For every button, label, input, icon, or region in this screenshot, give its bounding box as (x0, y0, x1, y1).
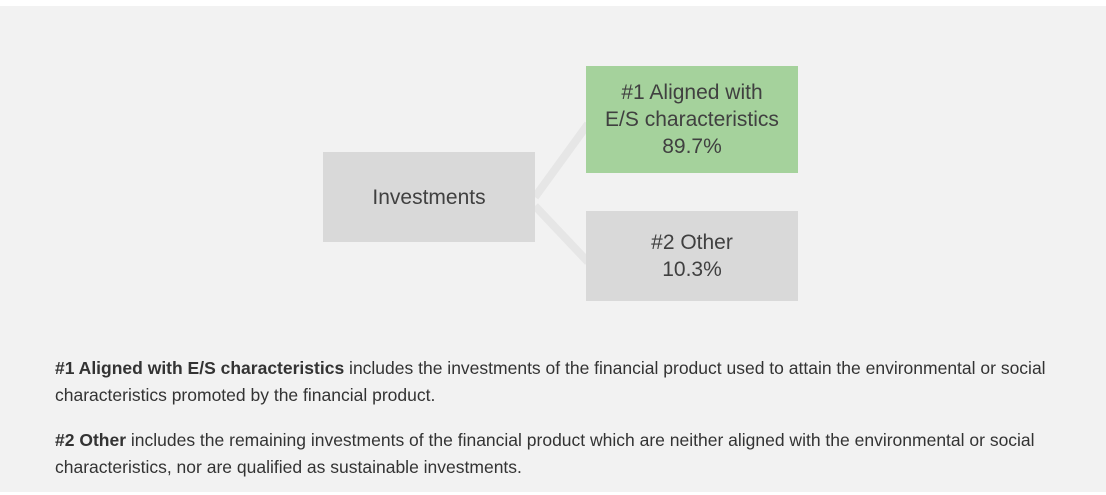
note: #1 Aligned with E/S characteristics incl… (55, 355, 1095, 409)
note-term: #2 Other (55, 430, 126, 450)
child-node: #2 Other 10.3% (586, 211, 798, 301)
node-value: 89.7% (662, 135, 722, 158)
node-label: #1 Aligned with (621, 81, 763, 104)
root-node: Investments (323, 152, 535, 242)
note-text: includes the remaining investments of th… (55, 430, 1035, 477)
note: #2 Other includes the remaining investme… (55, 427, 1095, 481)
node-value: 10.3% (662, 258, 722, 281)
connector (532, 203, 591, 265)
child-node: #1 Aligned with E/S characteristics 89.7… (586, 66, 798, 173)
connectors (531, 121, 592, 265)
note-text: includes the investments of the financia… (55, 358, 1046, 405)
connector (531, 121, 592, 200)
note-term: #1 Aligned with E/S characteristics (55, 358, 345, 378)
panel: Investments #1 Aligned with E/S characte… (0, 6, 1106, 492)
node-label: #2 Other (651, 231, 733, 254)
node-label: E/S characteristics (605, 108, 779, 131)
node-label: Investments (372, 185, 486, 209)
